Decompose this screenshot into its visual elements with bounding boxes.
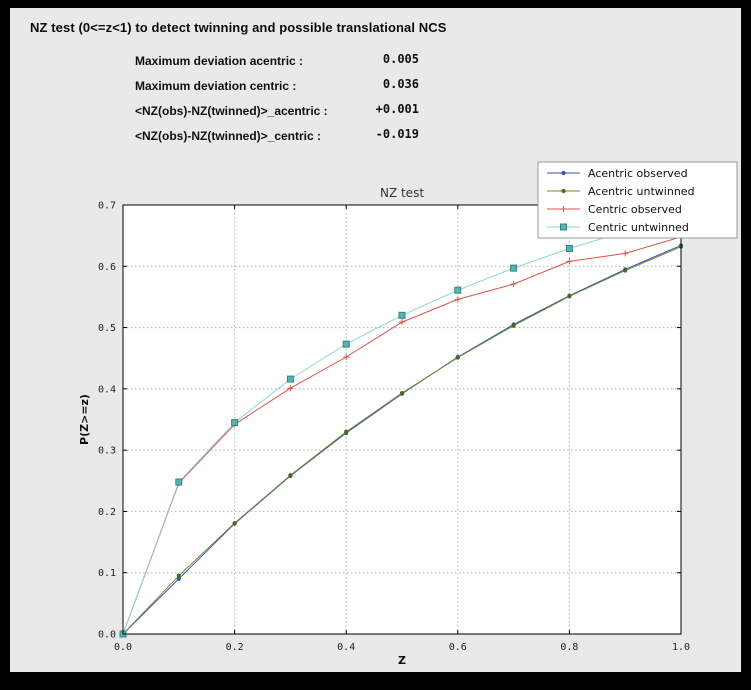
- axis-ticks: [122, 204, 682, 635]
- stat-label: <NZ(obs)-NZ(twinned)>_acentric :: [135, 104, 328, 118]
- y-tick-labels: 0.0 0.1 0.2 0.3 0.4 0.5 0.6 0.7: [98, 201, 116, 641]
- legend-item-acentric-untwinned: Acentric untwinned: [547, 185, 695, 198]
- svg-text:Centric observed: Centric observed: [588, 203, 682, 216]
- y-axis-label: P(Z>=z): [78, 394, 91, 445]
- stat-row: Maximum deviation acentric : 0.005: [135, 52, 575, 77]
- svg-text:0.1: 0.1: [98, 568, 116, 579]
- svg-text:0.4: 0.4: [337, 642, 355, 653]
- report-title: NZ test (0<=z<1) to detect twinning and …: [30, 20, 447, 35]
- svg-text:0.2: 0.2: [98, 507, 116, 518]
- stat-value: +0.001: [375, 102, 419, 116]
- stats-table: Maximum deviation acentric : 0.005 Maxim…: [135, 52, 575, 152]
- svg-text:0.4: 0.4: [98, 384, 116, 395]
- svg-text:0.6: 0.6: [449, 642, 467, 653]
- x-axis-label: Z: [398, 654, 406, 667]
- legend-item-centric-observed: Centric observed: [547, 203, 682, 216]
- svg-text:0.0: 0.0: [98, 630, 116, 641]
- plot-area: [123, 205, 681, 634]
- stat-label: Maximum deviation centric :: [135, 79, 297, 93]
- stat-value: 0.005: [382, 52, 419, 66]
- x-tick-labels: 0.0 0.2 0.4 0.6 0.8 1.0: [114, 642, 690, 653]
- svg-text:Acentric observed: Acentric observed: [588, 167, 688, 180]
- svg-text:0.5: 0.5: [98, 323, 116, 334]
- svg-text:0.3: 0.3: [98, 446, 116, 457]
- stat-label: Maximum deviation acentric :: [135, 54, 304, 68]
- report-panel: NZ test (0<=z<1) to detect twinning and …: [10, 8, 741, 672]
- chart-title: NZ test: [380, 186, 424, 200]
- grid-lines: [123, 205, 681, 634]
- svg-text:0.6: 0.6: [98, 262, 116, 273]
- svg-text:0.7: 0.7: [98, 201, 116, 212]
- stat-value: -0.019: [375, 127, 419, 141]
- svg-text:0.0: 0.0: [114, 642, 132, 653]
- stat-row: Maximum deviation centric : 0.036: [135, 77, 575, 102]
- stat-row: <NZ(obs)-NZ(twinned)>_centric : -0.019: [135, 127, 575, 152]
- svg-text:0.8: 0.8: [560, 642, 578, 653]
- svg-text:Centric untwinned: Centric untwinned: [588, 221, 689, 234]
- legend-item-acentric-observed: Acentric observed: [547, 167, 688, 180]
- stat-value: 0.036: [382, 77, 419, 91]
- axes-border: [122, 204, 682, 635]
- svg-text:Acentric untwinned: Acentric untwinned: [588, 185, 695, 198]
- nz-test-chart: 0.0 0.2 0.4 0.6 0.8 1.00.00.10.20.30.40.50.60…: [78, 161, 738, 667]
- legend-item-centric-untwinned: Centric untwinned: [547, 221, 689, 234]
- stat-row: <NZ(obs)-NZ(twinned)>_acentric : +0.001: [135, 102, 575, 127]
- svg-text:1.0: 1.0: [672, 642, 690, 653]
- stat-label: <NZ(obs)-NZ(twinned)>_centric :: [135, 129, 322, 143]
- legend: Acentric observed Acentric untwinned Centr…: [537, 161, 738, 239]
- svg-text:0.2: 0.2: [226, 642, 244, 653]
